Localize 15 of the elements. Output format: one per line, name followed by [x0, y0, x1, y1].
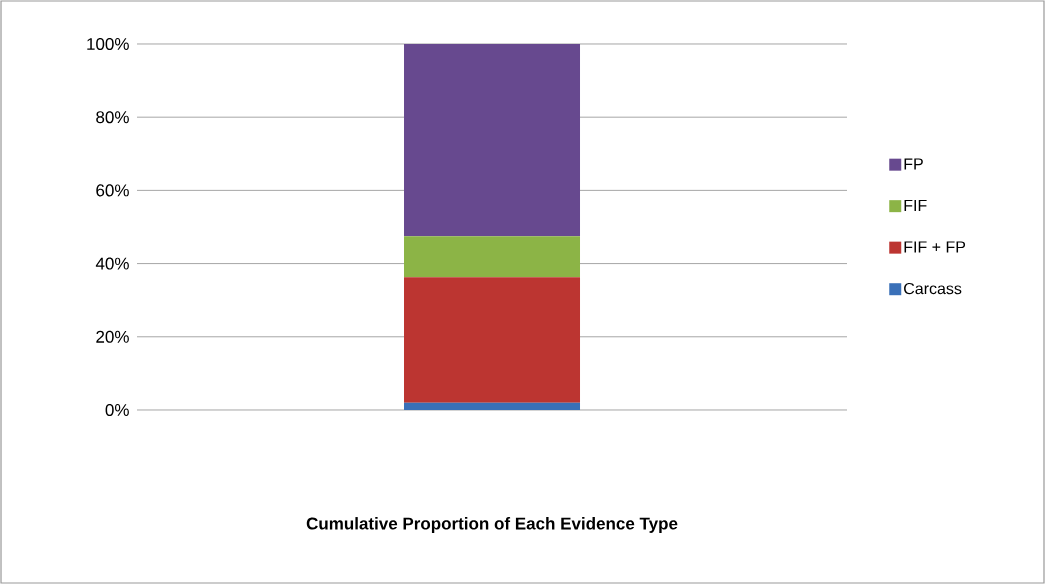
legend-label: FP: [904, 158, 923, 170]
y-tick-label: 100%: [87, 37, 129, 51]
legend-label: FIF: [904, 199, 927, 211]
y-tick-label: 0%: [105, 403, 129, 417]
y-tick-label: 80%: [96, 111, 129, 124]
bar: [404, 277, 581, 403]
bar: [404, 402, 581, 410]
legend-label: FIF + FP: [904, 241, 966, 253]
text: Cumulative Proportion of Each Evidence Type: [306, 517, 678, 533]
y-tick-label: 60%: [96, 184, 129, 197]
legend-label: Carcass: [904, 282, 962, 295]
bar: [404, 43, 581, 237]
y-tick-label: 20%: [96, 330, 129, 343]
bar: [404, 236, 581, 278]
y-tick-label: 40%: [95, 257, 129, 270]
